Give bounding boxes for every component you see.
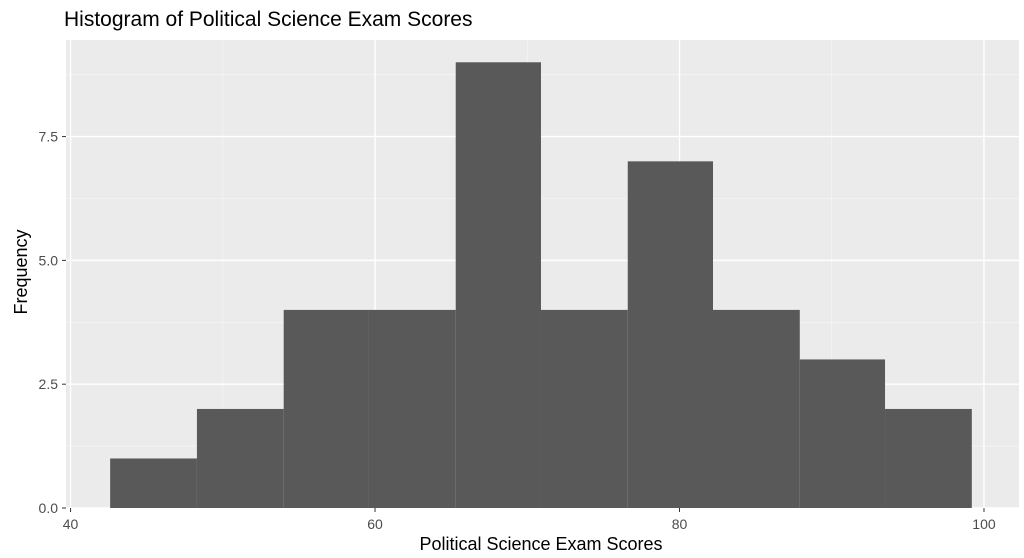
x-axis-tick-label: 40 bbox=[63, 516, 79, 532]
histogram-bars bbox=[110, 62, 972, 509]
x-axis-tick-label: 100 bbox=[972, 516, 996, 532]
chart-title: Histogram of Political Science Exam Scor… bbox=[64, 8, 473, 31]
histogram-bar bbox=[196, 408, 284, 508]
y-axis-title: Frequency bbox=[11, 229, 31, 314]
histogram-bar bbox=[110, 458, 197, 508]
x-axis-tick-label: 60 bbox=[367, 516, 383, 532]
histogram-bar bbox=[885, 408, 972, 508]
x-axis-tick-label: 80 bbox=[672, 516, 688, 532]
y-axis-tick-label: 5.0 bbox=[39, 252, 59, 268]
histogram-bar bbox=[455, 62, 541, 509]
y-axis-tick-label: 0.0 bbox=[39, 500, 59, 516]
histogram-bar bbox=[540, 309, 628, 508]
y-axis-ticks bbox=[62, 136, 66, 509]
y-axis-tick-labels: 0.0 2.5 5.0 7.5 bbox=[39, 129, 59, 516]
y-axis-tick-label: 7.5 bbox=[39, 129, 59, 145]
histogram-bar bbox=[283, 309, 369, 508]
histogram-bar bbox=[713, 309, 800, 508]
x-axis-tick-labels: 40 60 80 100 bbox=[63, 516, 996, 532]
x-axis-title: Political Science Exam Scores bbox=[419, 534, 662, 554]
histogram-bar bbox=[627, 161, 714, 509]
histogram-bar bbox=[368, 309, 456, 508]
y-axis-tick-label: 2.5 bbox=[39, 376, 59, 392]
x-axis-ticks bbox=[70, 508, 985, 512]
histogram-bar bbox=[799, 359, 886, 508]
